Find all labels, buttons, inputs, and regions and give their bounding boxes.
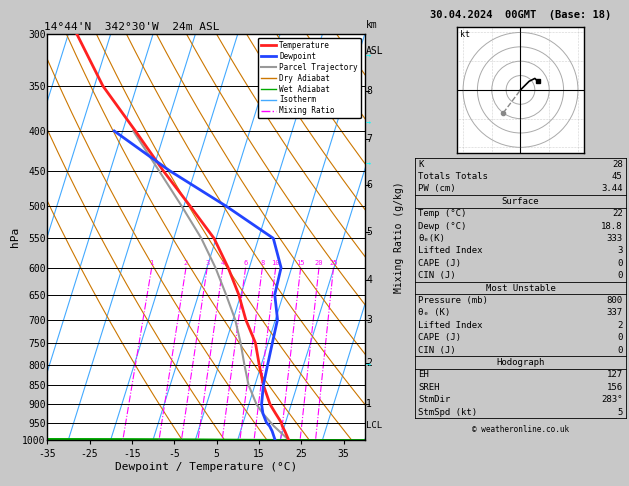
Text: 3: 3 [366, 314, 372, 325]
Text: PW (cm): PW (cm) [418, 184, 456, 193]
Text: 45: 45 [612, 172, 623, 181]
Legend: Temperature, Dewpoint, Parcel Trajectory, Dry Adiabat, Wet Adiabat, Isotherm, Mi: Temperature, Dewpoint, Parcel Trajectory… [258, 38, 361, 119]
Text: Temp (°C): Temp (°C) [418, 209, 467, 218]
Y-axis label: hPa: hPa [9, 227, 19, 247]
Text: Most Unstable: Most Unstable [486, 283, 555, 293]
Text: StmSpd (kt): StmSpd (kt) [418, 407, 477, 417]
Text: 0: 0 [617, 259, 623, 268]
Text: 0: 0 [617, 271, 623, 280]
Text: CIN (J): CIN (J) [418, 346, 456, 355]
Text: 1: 1 [366, 399, 372, 409]
Text: 5: 5 [617, 407, 623, 417]
Text: Dewp (°C): Dewp (°C) [418, 222, 467, 231]
X-axis label: Dewpoint / Temperature (°C): Dewpoint / Temperature (°C) [115, 462, 297, 471]
Text: 800: 800 [606, 296, 623, 305]
Text: 15: 15 [296, 260, 305, 266]
Text: 8: 8 [260, 260, 264, 266]
Text: Surface: Surface [502, 197, 539, 206]
Text: kt: kt [460, 30, 470, 38]
Text: ASL: ASL [366, 46, 384, 56]
Text: Hodograph: Hodograph [496, 358, 545, 367]
Text: CAPE (J): CAPE (J) [418, 333, 461, 342]
Text: Pressure (mb): Pressure (mb) [418, 296, 488, 305]
Text: 8: 8 [366, 86, 372, 96]
Text: Totals Totals: Totals Totals [418, 172, 488, 181]
Text: 20: 20 [314, 260, 323, 266]
Text: 14°44'N  342°30'W  24m ASL: 14°44'N 342°30'W 24m ASL [44, 22, 220, 32]
Text: θₑ(K): θₑ(K) [418, 234, 445, 243]
Text: 25: 25 [329, 260, 338, 266]
Text: 156: 156 [606, 382, 623, 392]
Text: 6: 6 [243, 260, 248, 266]
Text: 22: 22 [612, 209, 623, 218]
Text: 7: 7 [366, 134, 372, 144]
Text: LCL: LCL [366, 420, 382, 430]
Text: CAPE (J): CAPE (J) [418, 259, 461, 268]
Text: Mixing Ratio (g/kg): Mixing Ratio (g/kg) [394, 181, 404, 293]
Text: →: → [365, 118, 370, 127]
Text: Lifted Index: Lifted Index [418, 321, 483, 330]
Text: 283°: 283° [601, 395, 623, 404]
Text: 337: 337 [606, 308, 623, 317]
Text: 2: 2 [366, 358, 372, 367]
Text: 4: 4 [366, 275, 372, 285]
Text: 3: 3 [617, 246, 623, 256]
Text: 333: 333 [606, 234, 623, 243]
Text: 10: 10 [272, 260, 280, 266]
Text: CIN (J): CIN (J) [418, 271, 456, 280]
Text: 18.8: 18.8 [601, 222, 623, 231]
Text: →: → [365, 360, 370, 369]
Text: θₑ (K): θₑ (K) [418, 308, 450, 317]
Text: 3.44: 3.44 [601, 184, 623, 193]
Text: 1: 1 [150, 260, 154, 266]
Text: km: km [366, 20, 378, 30]
Text: SREH: SREH [418, 382, 440, 392]
Text: 0: 0 [617, 333, 623, 342]
Text: Lifted Index: Lifted Index [418, 246, 483, 256]
Text: 0: 0 [617, 346, 623, 355]
Text: 6: 6 [366, 180, 372, 191]
Text: 28: 28 [612, 159, 623, 169]
Text: 127: 127 [606, 370, 623, 380]
Text: 2: 2 [617, 321, 623, 330]
Text: 5: 5 [366, 227, 372, 237]
Text: 2: 2 [184, 260, 188, 266]
Text: 4: 4 [221, 260, 225, 266]
Text: © weatheronline.co.uk: © weatheronline.co.uk [472, 426, 569, 434]
Text: K: K [418, 159, 424, 169]
Text: 3: 3 [205, 260, 209, 266]
Text: StmDir: StmDir [418, 395, 450, 404]
Text: 30.04.2024  00GMT  (Base: 18): 30.04.2024 00GMT (Base: 18) [430, 10, 611, 20]
Text: →: → [365, 158, 370, 168]
Text: →: → [365, 52, 370, 60]
Text: EH: EH [418, 370, 429, 380]
